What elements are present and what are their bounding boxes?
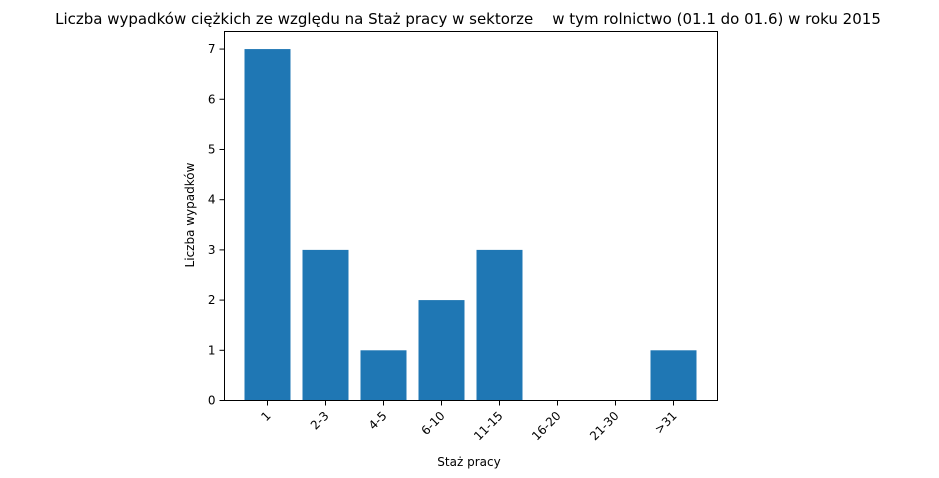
x-tick-label: 2-3 <box>308 409 332 433</box>
x-tick-label: 11-15 <box>471 409 506 444</box>
x-tick-label: >31 <box>652 409 680 437</box>
bars-layer <box>244 49 697 401</box>
x-tick-label: 1 <box>258 409 273 424</box>
y-tick-label: 5 <box>208 142 216 156</box>
y-tick-label: 1 <box>208 343 216 357</box>
y-axis: 0 1 2 3 4 5 6 7 <box>208 42 225 408</box>
y-tick-label: 7 <box>208 42 216 56</box>
bar-5 <box>476 249 523 401</box>
x-axis-label: Staż pracy <box>437 455 500 469</box>
x-tick-label: 21-30 <box>587 409 622 444</box>
bar-2 <box>302 249 349 401</box>
y-tick-label: 3 <box>208 243 216 257</box>
chart-title: Liczba wypadków ciężkich ze względu na S… <box>55 10 881 28</box>
bar-8 <box>650 350 697 401</box>
y-tick-label: 0 <box>208 394 216 408</box>
x-axis: 1 2-3 4-5 6-10 11-15 16-20 21-30 >31 <box>258 400 680 444</box>
x-tick-label: 16-20 <box>529 409 564 444</box>
x-tick-label: 4-5 <box>366 409 390 433</box>
y-axis-label: Liczba wypadków <box>183 162 197 267</box>
y-tick-label: 2 <box>208 293 216 307</box>
y-tick-label: 6 <box>208 92 216 106</box>
plot-frame <box>224 31 718 401</box>
x-tick-label: 6-10 <box>418 409 447 438</box>
bar-3 <box>360 350 407 401</box>
bar-1 <box>244 49 291 401</box>
bar-4 <box>418 300 465 401</box>
y-tick-label: 4 <box>208 193 216 207</box>
